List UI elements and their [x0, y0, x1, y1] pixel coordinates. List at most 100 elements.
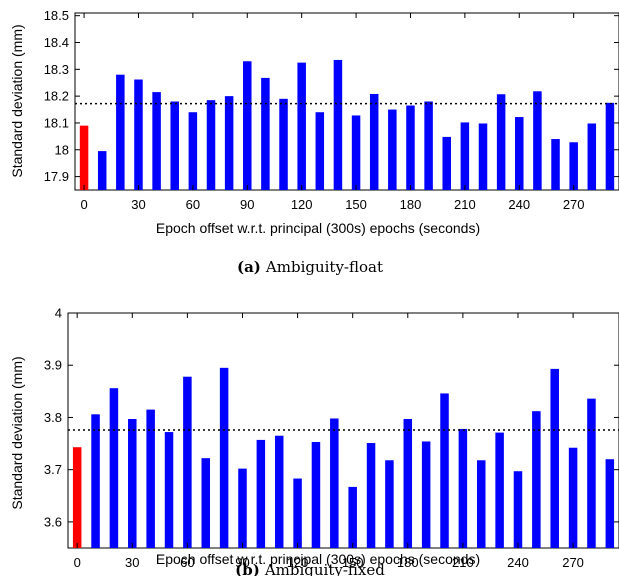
x-tick-label-b: 60	[180, 555, 194, 570]
bar-b-40	[146, 409, 155, 548]
bar-b-140	[330, 418, 339, 548]
bar-a-220	[478, 123, 488, 190]
y-tick-label-b: 4	[55, 306, 62, 321]
bar-a-200	[442, 136, 451, 190]
caption-text-a: Ambiguity-float	[265, 258, 383, 276]
x-tick-label-b: 30	[125, 555, 139, 570]
bars-b	[72, 367, 615, 548]
bar-a-90	[243, 61, 252, 190]
bar-a-190	[424, 101, 433, 190]
y-tick-label-b: 3.9	[44, 358, 62, 373]
bar-a-60	[188, 112, 198, 190]
bar-a-10	[97, 151, 107, 190]
bar-a-150	[351, 115, 361, 190]
bar-a-80	[224, 96, 234, 190]
y-ticks-b: 3.6 3.7 3.8 3.9 4	[44, 306, 619, 529]
bar-b-60	[183, 376, 192, 548]
x-tick-label-a: 30	[131, 197, 145, 212]
bar-a-280	[587, 123, 597, 190]
panel-b: 3.63.73.83.94 0 30 60 90 120 150 180 210 240 270 …	[9, 306, 619, 570]
y-tick-label-a: 18.3	[44, 62, 69, 77]
bar-b-80	[219, 367, 229, 548]
x-tick-label-a: 150	[345, 197, 367, 212]
bar-a-120	[297, 62, 306, 191]
bar-b-200	[440, 393, 449, 548]
x-tick-label-b: 210	[452, 555, 474, 570]
bar-b-210	[458, 428, 468, 548]
bar-a-260	[551, 139, 560, 190]
y-tick-label-a: 18.2	[44, 89, 69, 104]
x-tick-label-a: 120	[291, 197, 313, 212]
bar-a-270	[569, 142, 578, 190]
bar-b-110	[274, 435, 284, 548]
y-tick-label-a: 18.5	[44, 8, 69, 23]
x-tick-label-a: 0	[80, 197, 87, 212]
bar-a-100	[261, 77, 270, 190]
caption-a: (a) Ambiguity-float	[237, 258, 383, 276]
bar-b-260	[550, 368, 559, 548]
bar-a-160	[369, 93, 379, 190]
bar-a-230	[496, 94, 506, 190]
bar-b-270	[568, 447, 578, 548]
bar-b-30	[128, 419, 137, 548]
y-tick-label-b: 3.7	[44, 462, 62, 477]
x-ticks-a: 0 30 60 90 120 150 180 210 240 270	[80, 13, 585, 212]
x-tick-label-b: 150	[342, 555, 364, 570]
bar-b-20	[109, 388, 119, 548]
y-axis-title-b: Standard deviation (mm)	[9, 356, 25, 509]
bar-b-120	[293, 478, 302, 548]
bar-a-110	[279, 98, 288, 190]
bar-a-70	[206, 100, 216, 190]
plot-frame-a	[74, 12, 619, 191]
x-tick-label-a: 60	[186, 197, 200, 212]
x-axis-title-a: Epoch offset w.r.t. principal (300s) epo…	[156, 220, 480, 236]
y-tick-label-a: 18.1	[44, 115, 69, 130]
y-ticks-a: 17.9 18 18.1 18.2 18.3 18.4 18.5	[44, 8, 619, 184]
y-axis-title-a: Standard deviation (mm)	[9, 24, 25, 177]
bar-b-290	[605, 459, 615, 548]
caption-text-b: Ambiguity-fixed	[264, 561, 385, 576]
bar-a-250	[533, 91, 542, 190]
x-tick-label-a: 240	[508, 197, 530, 212]
y-tick-label-a: 18.4	[44, 35, 69, 50]
bar-b-190	[421, 441, 431, 548]
bar-b-160	[366, 443, 376, 548]
x-ticks-b: 0 30 60 90 120 150 180 210 240 270	[74, 313, 584, 570]
bar-b-150	[348, 486, 357, 548]
bars-a	[79, 59, 615, 191]
y-tick-label-a: 17.9	[44, 169, 69, 184]
x-axis-title-b: Epoch offset w.r.t. principal (300s) epo…	[156, 551, 480, 567]
bar-a-210	[460, 122, 470, 190]
bar-a-130	[315, 112, 325, 190]
bar-b-240	[513, 471, 523, 548]
bar-a-140	[333, 59, 343, 190]
bar-b-100	[256, 439, 266, 548]
x-tick-label-a: 180	[400, 197, 422, 212]
bar-a-0	[79, 125, 89, 190]
bar-b-230	[495, 432, 504, 548]
bar-b-0	[72, 447, 82, 548]
y-tick-label-b: 3.6	[44, 514, 62, 529]
bar-a-240	[515, 117, 524, 190]
bar-b-70	[201, 458, 210, 548]
bar-b-10	[91, 414, 100, 548]
bar-b-280	[587, 398, 596, 548]
bar-a-20	[116, 74, 125, 190]
x-tick-label-b: 0	[74, 555, 81, 570]
y-tick-label-a: 18	[55, 142, 69, 157]
y-tick-label-b: 3.8	[44, 410, 62, 425]
x-tick-label-b: 180	[397, 555, 419, 570]
bar-a-30	[134, 79, 143, 190]
x-tick-label-a: 90	[240, 197, 254, 212]
bar-b-170	[385, 460, 394, 548]
x-tick-label-b: 90	[235, 555, 249, 570]
bar-a-50	[170, 101, 179, 190]
caption-tag-b: (b)	[235, 561, 260, 576]
bar-b-90	[238, 468, 247, 548]
bar-a-180	[406, 105, 415, 190]
bar-b-130	[311, 441, 321, 548]
x-tick-label-b: 240	[507, 555, 529, 570]
x-tick-label-b: 270	[562, 555, 584, 570]
x-tick-label-a: 210	[454, 197, 476, 212]
